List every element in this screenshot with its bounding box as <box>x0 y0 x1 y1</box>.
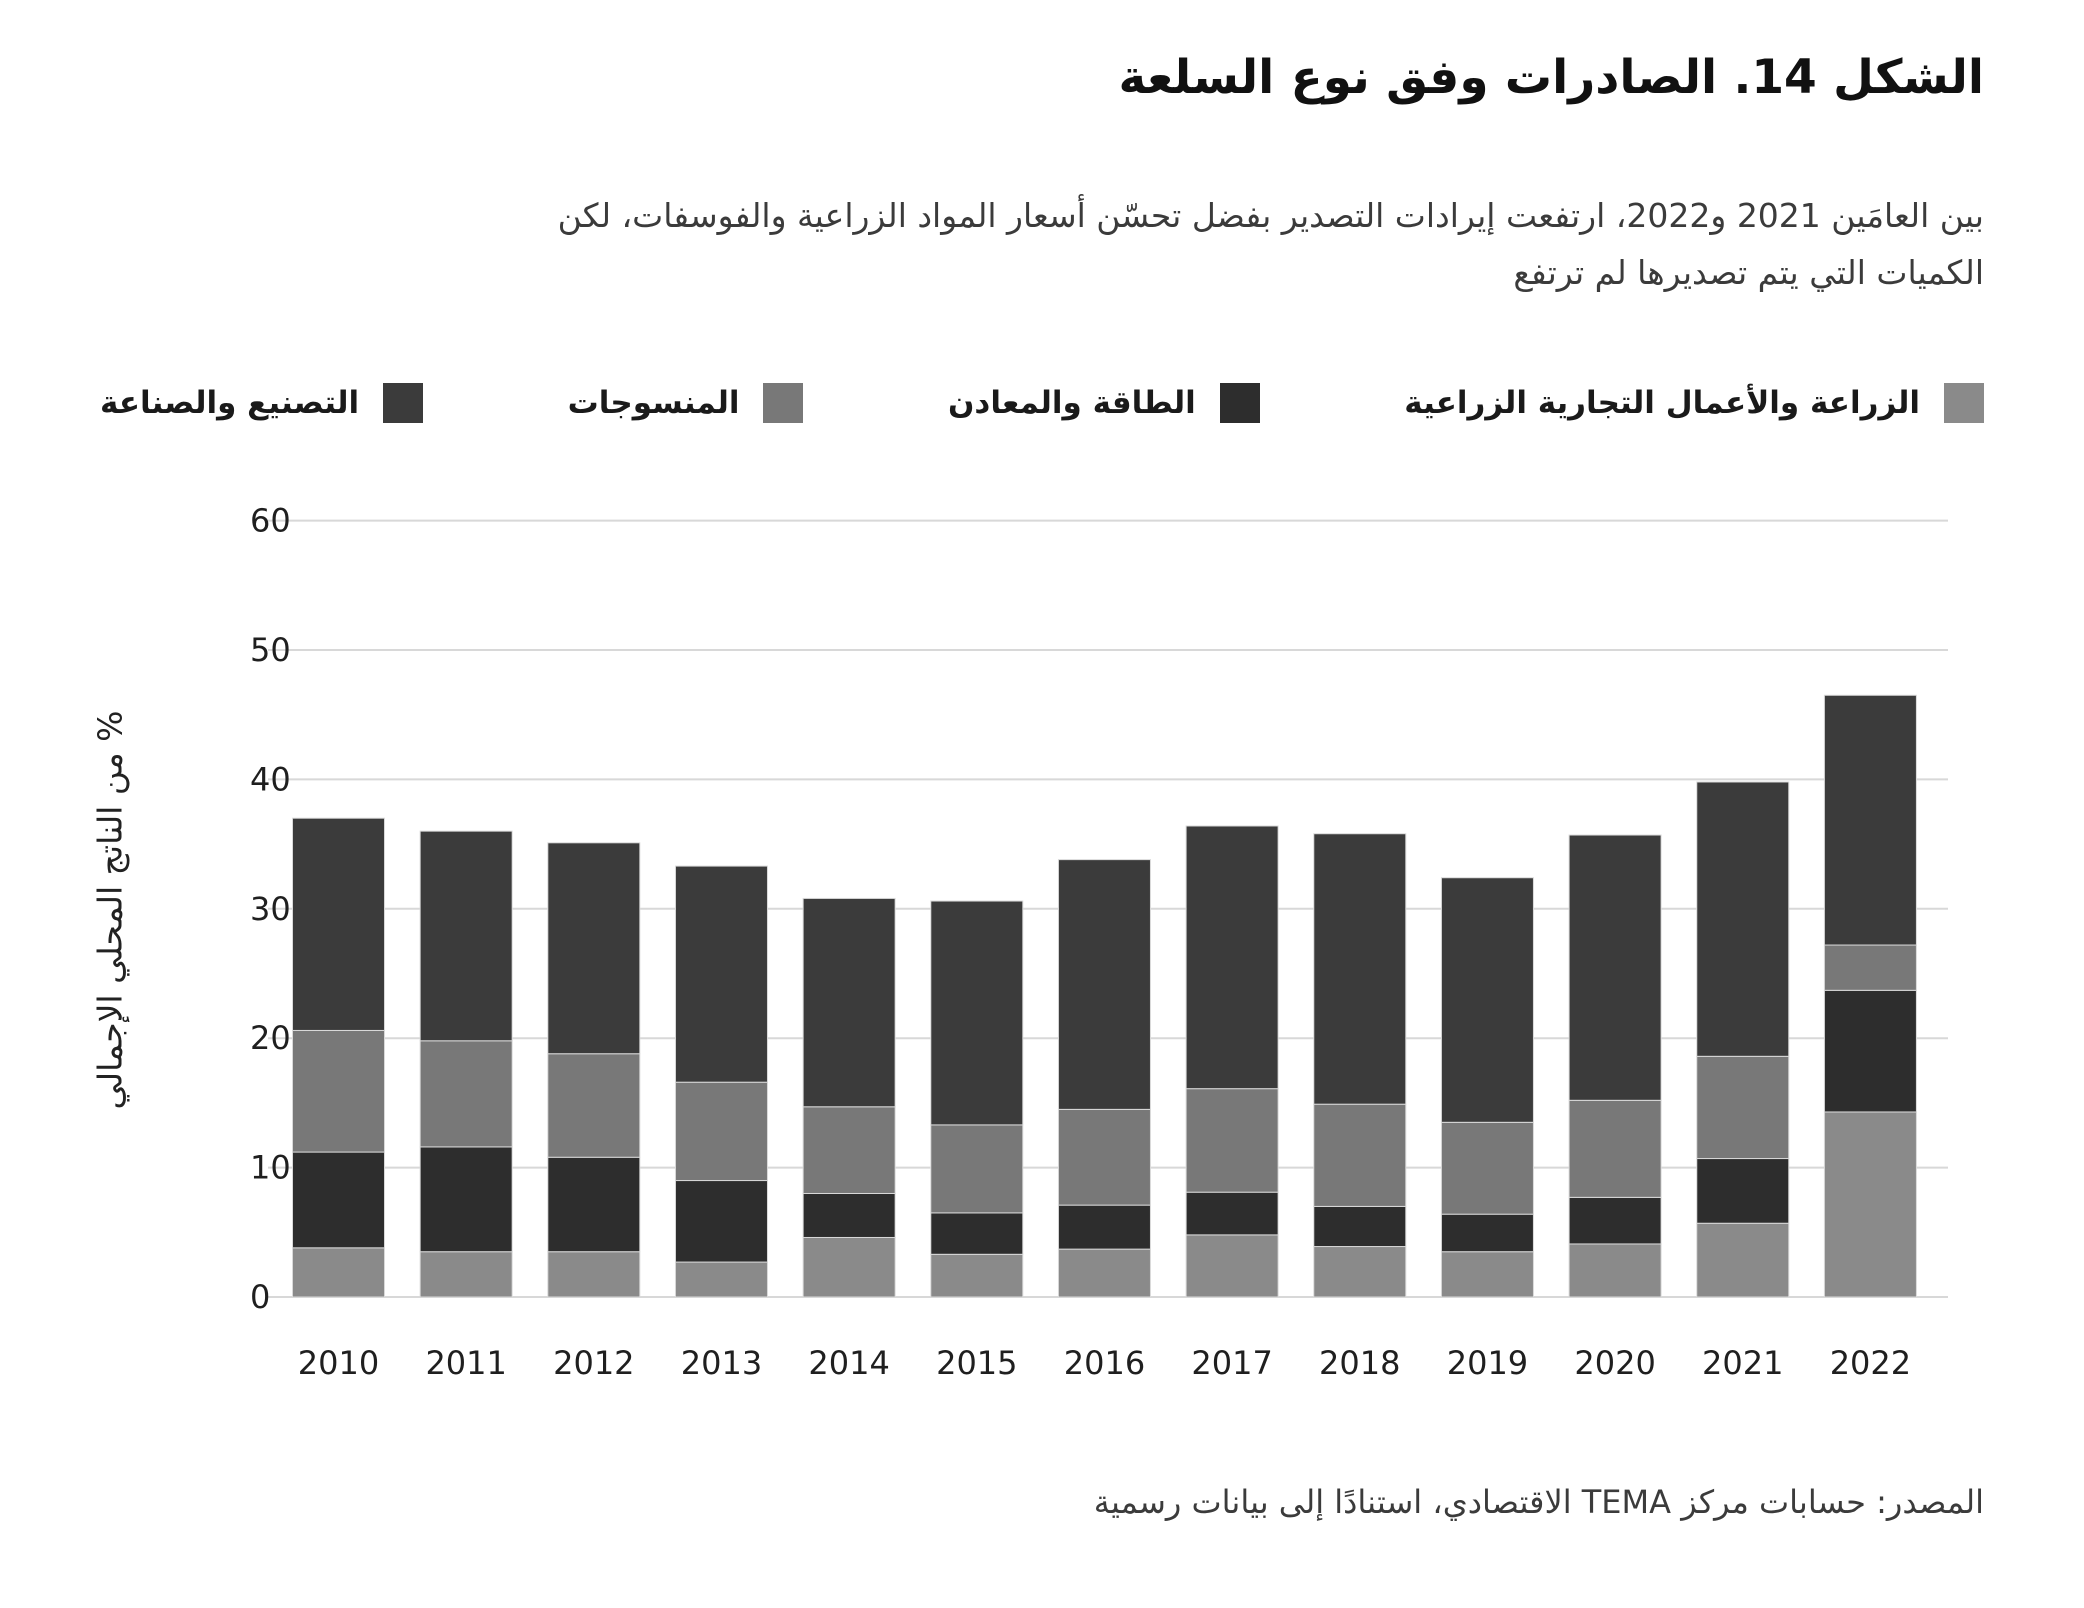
bar-segment-2019-series1 <box>1440 1213 1534 1253</box>
x-tick-label-2010: 2010 <box>298 1344 379 1382</box>
bar-segment-2013-series1 <box>674 1180 768 1263</box>
bar-segment-2019-series2 <box>1440 1121 1534 1215</box>
legend-item-textiles: المنسوجات <box>568 383 804 423</box>
legend: الزراعة والأعمال التجارية الزراعية الطاق… <box>100 383 1984 423</box>
bar-segment-2014-series2 <box>802 1106 896 1194</box>
legend-swatch-textiles <box>763 383 804 423</box>
bar-segment-2021-series0 <box>1696 1222 1790 1298</box>
bar-segment-2021-series3 <box>1696 781 1790 1057</box>
bar-segment-2018-series2 <box>1313 1103 1407 1207</box>
bar-segment-2015-series3 <box>930 900 1024 1126</box>
bar-segment-2011-series3 <box>419 830 513 1042</box>
chart-subtitle-line-2: الكميات التي يتم تصديرها لم ترتفع <box>1513 252 1984 292</box>
legend-item-energy-minerals: الطاقة والمعادن <box>948 383 1260 423</box>
bar-segment-2012-series0 <box>547 1251 641 1298</box>
bar-segment-2020-series3 <box>1568 834 1662 1101</box>
bar-segment-2012-series2 <box>547 1053 641 1158</box>
bar-segment-2016-series1 <box>1057 1204 1151 1250</box>
bar-segment-2017-series3 <box>1185 825 1279 1090</box>
y-tick-label-60: 60 <box>250 502 291 540</box>
legend-item-manufacturing: التصنيع والصناعة <box>100 383 424 423</box>
bar-segment-2013-series2 <box>674 1081 768 1182</box>
bar-segment-2012-series1 <box>547 1156 641 1253</box>
bar-segment-2019-series3 <box>1440 877 1534 1123</box>
bar-segment-2016-series2 <box>1057 1108 1151 1206</box>
bar-segment-2011-series0 <box>419 1251 513 1298</box>
bar-segment-2018-series1 <box>1313 1205 1407 1248</box>
bar-segment-2010-series0 <box>292 1247 385 1298</box>
bar-segment-2016-series0 <box>1057 1248 1151 1298</box>
x-tick-label-2016: 2016 <box>1064 1344 1145 1382</box>
bar-segment-2010-series3 <box>292 817 385 1031</box>
x-tick-label-2011: 2011 <box>425 1344 506 1382</box>
bar-segment-2016-series3 <box>1057 859 1151 1110</box>
chart-title: الشكل 14. الصادرات وفق نوع السلعة <box>1118 50 1984 105</box>
bar-segment-2020-series0 <box>1568 1243 1662 1298</box>
x-tick-label-2012: 2012 <box>553 1344 634 1382</box>
y-tick-label-20: 20 <box>250 1019 291 1057</box>
x-tick-label-2019: 2019 <box>1447 1344 1528 1382</box>
legend-label-textiles: المنسوجات <box>567 385 740 421</box>
y-tick-label-10: 10 <box>250 1149 291 1187</box>
bar-segment-2012-series3 <box>547 842 641 1055</box>
bar-segment-2011-series1 <box>419 1146 513 1253</box>
legend-item-agriculture: الزراعة والأعمال التجارية الزراعية <box>1404 383 1984 423</box>
y-tick-label-30: 30 <box>250 890 291 928</box>
y-tick-label-50: 50 <box>250 631 291 669</box>
legend-swatch-energy-minerals <box>1219 383 1260 423</box>
bar-segment-2022-series0 <box>1823 1111 1917 1298</box>
bar-segment-2015-series1 <box>930 1212 1024 1255</box>
bar-segment-2022-series1 <box>1823 989 1917 1113</box>
x-tick-label-2013: 2013 <box>681 1344 762 1382</box>
bar-segment-2017-series0 <box>1185 1234 1279 1298</box>
x-tick-label-2020: 2020 <box>1574 1344 1655 1382</box>
bar-segment-2021-series1 <box>1696 1158 1790 1224</box>
x-tick-label-2015: 2015 <box>936 1344 1017 1382</box>
bar-segment-2013-series3 <box>674 865 768 1083</box>
bar-segment-2015-series2 <box>930 1124 1024 1214</box>
x-tick-label-2021: 2021 <box>1702 1344 1783 1382</box>
bar-segment-2011-series2 <box>419 1040 513 1148</box>
bar-segment-2022-series3 <box>1823 694 1917 946</box>
x-tick-label-2022: 2022 <box>1830 1344 1911 1382</box>
legend-swatch-agriculture <box>1944 383 1984 423</box>
x-tick-label-2017: 2017 <box>1191 1344 1272 1382</box>
bar-segment-2021-series2 <box>1696 1055 1790 1160</box>
bar-segment-2017-series1 <box>1185 1191 1279 1236</box>
x-tick-label-2014: 2014 <box>808 1344 889 1382</box>
bar-segment-2022-series2 <box>1823 944 1917 991</box>
bar-segment-2019-series0 <box>1440 1251 1534 1298</box>
source-note: المصدر: حسابات مركز TEMA الاقتصادي، استن… <box>1093 1483 1984 1521</box>
bar-segment-2017-series2 <box>1185 1088 1279 1193</box>
y-tick-label-0: 0 <box>250 1278 270 1316</box>
bar-segment-2014-series3 <box>802 897 896 1108</box>
legend-label-manufacturing: التصنيع والصناعة <box>100 385 360 421</box>
bar-segment-2015-series0 <box>930 1253 1024 1298</box>
bar-segment-2010-series2 <box>292 1029 385 1153</box>
x-tick-label-2018: 2018 <box>1319 1344 1400 1382</box>
chart-subtitle-line-1: بين العامَين 2021 و2022، ارتفعت إيرادات … <box>557 196 1984 235</box>
bar-segment-2010-series1 <box>292 1151 385 1249</box>
bar-segment-2014-series1 <box>802 1192 896 1238</box>
chart-subtitle: بين العامَين 2021 و2022، ارتفعت إيرادات … <box>100 188 1984 302</box>
bar-segment-2020-series2 <box>1568 1099 1662 1198</box>
legend-label-agriculture: الزراعة والأعمال التجارية الزراعية <box>1404 385 1920 421</box>
bar-segment-2018-series0 <box>1313 1246 1407 1298</box>
legend-swatch-manufacturing <box>383 383 424 423</box>
bar-segment-2018-series3 <box>1313 833 1407 1105</box>
bar-segment-2020-series1 <box>1568 1196 1662 1245</box>
y-tick-label-40: 40 <box>250 760 291 798</box>
bar-segment-2013-series0 <box>674 1261 768 1298</box>
bar-segment-2014-series0 <box>802 1236 896 1298</box>
legend-label-energy-minerals: الطاقة والمعادن <box>947 385 1196 421</box>
